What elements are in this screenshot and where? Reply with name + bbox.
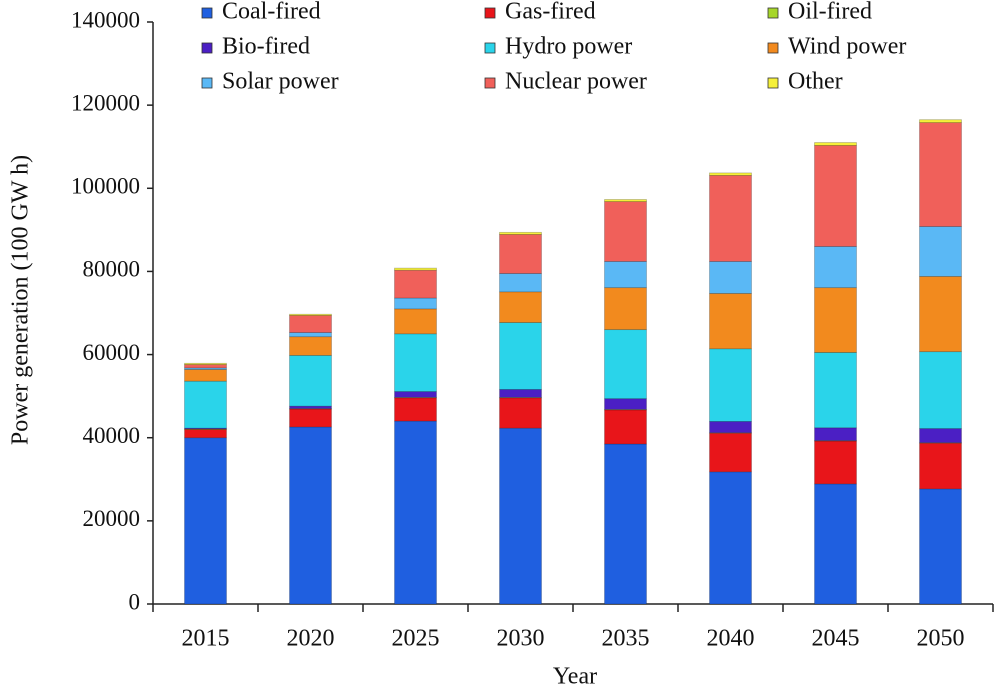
- legend-label: Coal-fired: [222, 0, 321, 25]
- legend-swatch: [767, 77, 779, 89]
- bar-segment: [289, 355, 332, 407]
- bar-segment: [184, 369, 227, 382]
- bar-segment: [394, 308, 437, 335]
- bar-segment: [394, 297, 437, 310]
- bar-segment: [709, 421, 752, 434]
- bar-segment: [814, 427, 857, 442]
- legend-swatch: [484, 7, 496, 19]
- bar-segment: [814, 483, 857, 605]
- y-tick-label: 20000: [83, 506, 141, 531]
- bar-segment: [709, 471, 752, 605]
- legend-swatch: [767, 42, 779, 54]
- bar-segment: [709, 348, 752, 422]
- bar-segment: [814, 352, 857, 429]
- bar-segment: [814, 142, 857, 146]
- x-tick-label: 2045: [812, 626, 860, 652]
- bar-segment: [289, 408, 332, 428]
- bar-segment: [604, 409, 647, 445]
- bar-segment: [919, 226, 962, 277]
- legend-label: Wind power: [788, 34, 906, 60]
- legend-label: Gas-fired: [505, 0, 596, 25]
- x-tick-label: 2020: [287, 626, 335, 652]
- legend-swatch: [484, 42, 496, 54]
- x-tick-label: 2025: [392, 626, 440, 652]
- bar-segment: [604, 398, 647, 410]
- y-tick-label: 80000: [83, 257, 141, 282]
- bar-segment: [289, 315, 332, 333]
- y-tick-label: 100000: [71, 174, 140, 199]
- bar-segment: [814, 145, 857, 247]
- bar-segment: [919, 351, 962, 429]
- x-tick-label: 2030: [497, 626, 545, 652]
- y-tick-label: 60000: [83, 340, 141, 365]
- bar-segment: [289, 336, 332, 356]
- legend-swatch: [201, 7, 213, 19]
- legend-label: Solar power: [222, 69, 339, 95]
- legend-label: Nuclear power: [505, 69, 647, 95]
- bar-segment: [394, 397, 437, 422]
- legend-label: Bio-fired: [222, 34, 310, 60]
- bar-segment: [394, 391, 437, 398]
- bar-segment: [604, 201, 647, 262]
- bar-segment: [604, 443, 647, 605]
- bar-segment: [394, 333, 437, 392]
- bar-segment: [289, 313, 332, 316]
- bar-segment: [394, 420, 437, 605]
- bar-segment: [499, 397, 542, 429]
- bar-segment: [709, 293, 752, 350]
- bar-segment: [184, 437, 227, 605]
- bar-segment: [499, 427, 542, 605]
- bar-segment: [919, 276, 962, 353]
- bar-segment: [289, 426, 332, 605]
- bar-segment: [604, 199, 647, 202]
- bar-segment: [709, 261, 752, 294]
- legend-swatch: [484, 77, 496, 89]
- x-tick-label: 2040: [707, 626, 755, 652]
- x-tick-label: 2035: [602, 626, 650, 652]
- bar-segment: [919, 442, 962, 490]
- y-tick-label: 120000: [71, 90, 140, 115]
- y-axis-label: Power generation (100 GW h): [8, 155, 34, 445]
- bar-segment: [604, 329, 647, 400]
- legend-swatch: [201, 42, 213, 54]
- bar-segment: [499, 273, 542, 293]
- bar-segment: [499, 291, 542, 323]
- x-axis-label: Year: [553, 664, 597, 690]
- bar-segment: [289, 332, 332, 338]
- bar-segment: [919, 119, 962, 124]
- bar-segment: [499, 231, 542, 235]
- bar-segment: [709, 172, 752, 176]
- bar-segment: [499, 389, 542, 398]
- legend-swatch: [767, 7, 779, 19]
- bar-segment: [814, 246, 857, 289]
- bar-segment: [394, 269, 437, 299]
- bar-segment: [919, 122, 962, 227]
- y-tick-label: 140000: [71, 7, 140, 32]
- bar-segment: [499, 234, 542, 274]
- y-tick-label: 40000: [83, 423, 141, 448]
- bar-segment: [184, 364, 227, 369]
- bar-segment: [709, 174, 752, 262]
- legend-swatch: [201, 77, 213, 89]
- bar-segment: [394, 267, 437, 271]
- y-tick-label: 0: [129, 589, 141, 614]
- legend-label: Other: [788, 69, 843, 95]
- bar-segment: [604, 287, 647, 331]
- bar-segment: [919, 488, 962, 605]
- bar-segment: [709, 432, 752, 473]
- bar-segment: [184, 362, 227, 365]
- bar-segment: [184, 380, 227, 429]
- x-tick-label: 2050: [917, 626, 965, 652]
- bar-segment: [814, 440, 857, 485]
- bar-segment: [604, 261, 647, 289]
- legend-label: Oil-fired: [788, 0, 872, 25]
- bar-segment: [814, 287, 857, 353]
- bar-segment: [184, 428, 227, 439]
- bar-segment: [499, 322, 542, 390]
- x-tick-label: 2015: [182, 626, 230, 652]
- legend-label: Hydro power: [505, 34, 632, 60]
- bar-segment: [919, 428, 962, 444]
